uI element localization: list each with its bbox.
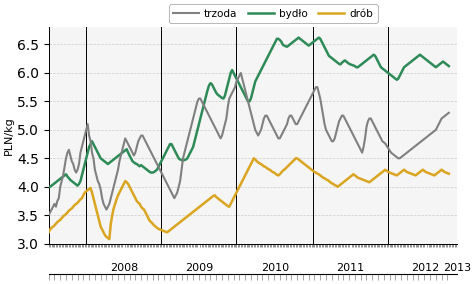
Legend: trzoda, bydło, drób: trzoda, bydło, drób [169,5,378,23]
Y-axis label: PLN/kg: PLN/kg [4,116,14,155]
